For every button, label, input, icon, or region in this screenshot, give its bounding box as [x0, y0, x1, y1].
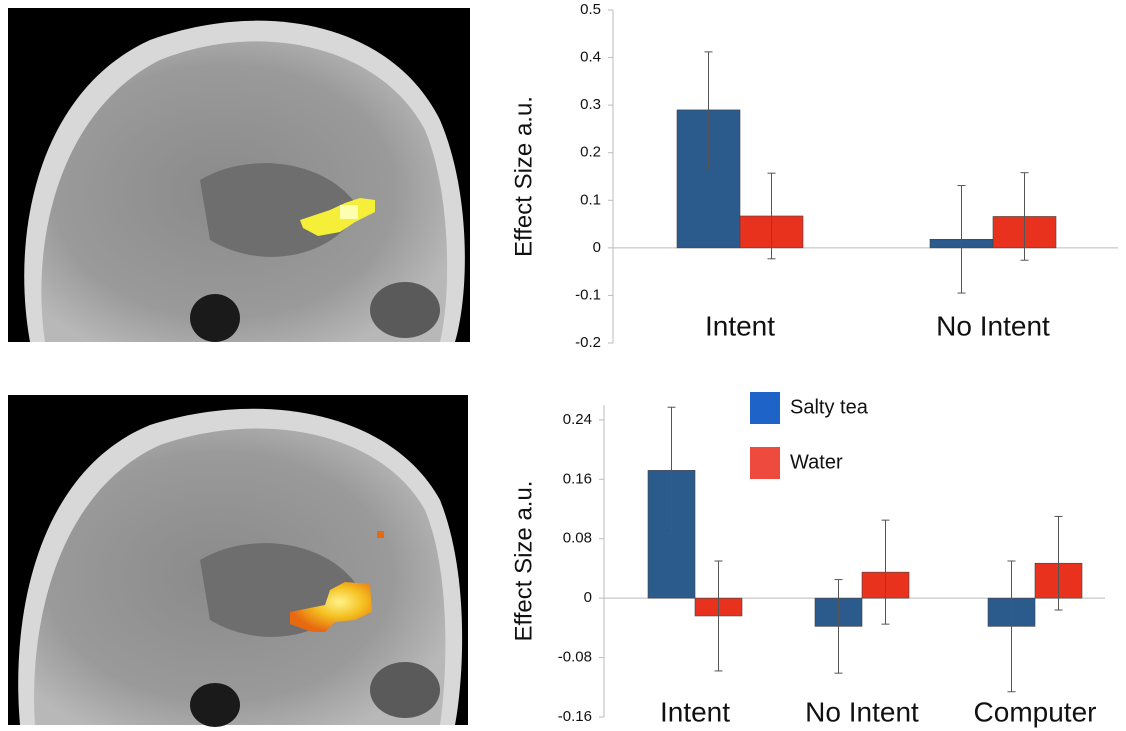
x-tick-label: Intent — [705, 310, 775, 341]
legend-swatch — [750, 392, 780, 424]
y-tick-label: 0.5 — [580, 1, 601, 18]
legend-swatch — [750, 447, 780, 479]
y-tick-label: 0.3 — [580, 96, 601, 113]
y-tick-label: 0.2 — [580, 144, 601, 161]
x-tick-label: Computer — [974, 696, 1097, 727]
y-tick-label: -0.08 — [558, 649, 592, 666]
y-tick-label: 0.1 — [580, 191, 601, 208]
x-tick-label: Intent — [660, 696, 730, 727]
y-tick-label: -0.1 — [575, 286, 601, 303]
figure: 0.5 0.4 0.3 0.2 0.1 0 -0.1 -0.2 Effect Size a.u.… — [0, 0, 1126, 731]
y-tick-label: -0.2 — [575, 334, 601, 351]
brain-image-top — [8, 8, 470, 342]
y-tick-label: -0.16 — [558, 708, 592, 725]
brain-image-bottom — [8, 395, 468, 727]
x-tick-label: No Intent — [805, 696, 919, 727]
y-tick-label: 0 — [584, 589, 592, 606]
x-tick-label: No Intent — [936, 310, 1050, 341]
y-tick-label: 0 — [593, 239, 601, 256]
y-axis-label: Effect Size a.u. — [510, 481, 537, 642]
legend-label: Salty tea — [790, 396, 869, 418]
y-axis-label: Effect Size a.u. — [510, 96, 537, 257]
y-tick-label: 0.08 — [563, 530, 592, 547]
legend-label: Water — [790, 451, 843, 473]
y-tick-label: 0.24 — [563, 411, 592, 428]
charts: 0.5 0.4 0.3 0.2 0.1 0 -0.1 -0.2 Effect Size a.u.… — [510, 1, 1118, 727]
y-tick-label: 0.4 — [580, 49, 601, 66]
y-tick-label: 0.16 — [563, 470, 592, 487]
